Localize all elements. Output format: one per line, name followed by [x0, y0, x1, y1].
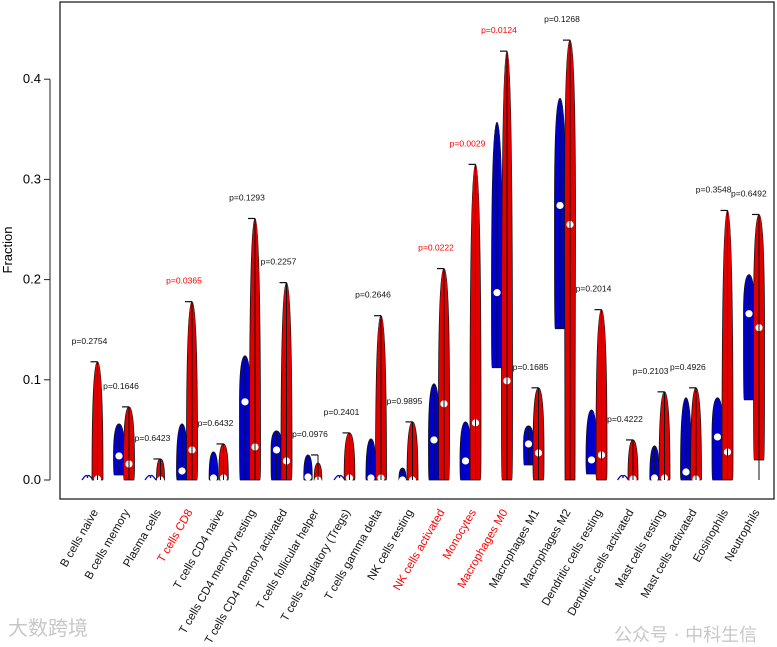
violin-group1-median-dot — [682, 468, 690, 476]
y-axis-label: Fraction — [0, 227, 15, 274]
violin-group1-median-dot — [493, 289, 501, 297]
p-value-label: p=0.2646 — [355, 290, 391, 300]
p-value-label: p=0.2014 — [576, 284, 612, 294]
p-value-label: p=0.0976 — [292, 429, 328, 439]
y-tick-label: 0.3 — [23, 171, 41, 186]
violin-group1 — [239, 355, 251, 481]
violin-group1-shape — [617, 474, 629, 481]
p-value-label: p=0.2103 — [633, 366, 669, 376]
violin-group1 — [365, 438, 377, 482]
violin-group1-median-dot — [461, 457, 470, 465]
x-tick-label: Mast cells activated — [639, 508, 700, 601]
p-value-label: p=0.4926 — [670, 362, 706, 372]
violin-group1-median-dot — [556, 201, 564, 210]
violin-group1-median-dot — [650, 474, 659, 482]
p-value-label: p=0.2401 — [324, 407, 360, 417]
violin-group1-median-dot — [178, 467, 186, 475]
x-tick-label: T cells gamma delta — [323, 507, 385, 602]
violin-group1-shape — [81, 474, 94, 481]
violin-group1 — [585, 409, 598, 475]
violin-group1-shape — [144, 474, 157, 481]
y-axis: 0.0 0.1 0.2 0.3 0.4 — [23, 71, 51, 487]
y-tick-label: 0.4 — [23, 71, 41, 86]
violin-group1-median-dot — [745, 310, 753, 318]
violin-group1 — [680, 397, 692, 481]
violin-group1 — [208, 451, 219, 482]
violin-group1 — [617, 474, 629, 481]
violin-group1-median-dot — [272, 446, 281, 454]
x-tick-label: Dendritic cells resting — [540, 508, 605, 609]
violin-group1-median-dot — [367, 474, 375, 482]
violin-group1 — [144, 474, 157, 481]
p-value-label: p=0.0222 — [418, 243, 454, 253]
violin-group1-median-dot — [430, 436, 438, 444]
p-value-label: p=0.0365 — [166, 276, 202, 286]
violin-group1 — [459, 421, 472, 481]
p-value-label: p=0.1646 — [103, 381, 139, 391]
violin-group1 — [428, 383, 440, 481]
p-value-label: p=0.2257 — [261, 257, 297, 267]
p-value-label: p=0.6492 — [731, 188, 767, 198]
p-value-label: p=0.0029 — [450, 138, 486, 148]
watermark-right: 公众号 · 中科生信 — [614, 625, 758, 646]
watermark-left: 大数跨境 — [8, 616, 88, 640]
y-tick-label: 0.0 — [23, 472, 41, 487]
p-value-label: p=0.4222 — [607, 414, 643, 424]
violin-group1-median-dot — [115, 452, 123, 460]
p-value-label: p=0.1293 — [229, 192, 265, 202]
violin-group1-median-dot — [241, 398, 249, 406]
p-value-label: p=0.0124 — [481, 25, 517, 35]
violin-group1 — [711, 397, 724, 481]
violin-group1 — [333, 474, 346, 481]
p-value-label: p=0.6432 — [198, 418, 234, 428]
y-tick-label: 0.2 — [23, 272, 41, 287]
violin-group1-median-dot — [398, 476, 407, 484]
violin-group1 — [649, 445, 660, 482]
violin-group1 — [491, 121, 503, 369]
p-value-label: p=0.9895 — [387, 396, 423, 406]
plot-frame — [59, 1, 775, 500]
violin-group1 — [270, 430, 283, 481]
violin-group1-shape — [333, 474, 346, 481]
violin-group1 — [81, 474, 94, 481]
violin-group1 — [303, 454, 313, 481]
violin-group1 — [743, 274, 755, 401]
violin-group1 — [113, 423, 125, 476]
violin-group1 — [554, 97, 566, 330]
p-value-label: p=0.3548 — [696, 184, 732, 194]
violin-group1-median-dot — [587, 456, 596, 464]
violin-group1-median-dot — [713, 433, 722, 441]
violin-group1 — [176, 423, 188, 481]
violin-group1-median-dot — [524, 440, 533, 448]
violins: p=0.2754 p=0.1646 p=0.6423 p=0.0365 p=0.6432… — [72, 14, 767, 484]
y-tick-label: 0.1 — [23, 372, 41, 387]
p-value-label: p=0.6423 — [135, 433, 171, 443]
p-value-label: p=0.1685 — [513, 362, 549, 372]
p-value-label: p=0.2754 — [72, 336, 108, 346]
p-value-label: p=0.1268 — [544, 14, 580, 24]
violin-group1-median-dot — [304, 473, 312, 481]
violin-group1 — [523, 425, 534, 466]
violin-group1-median-dot — [209, 474, 218, 482]
violin-group1 — [398, 467, 407, 484]
